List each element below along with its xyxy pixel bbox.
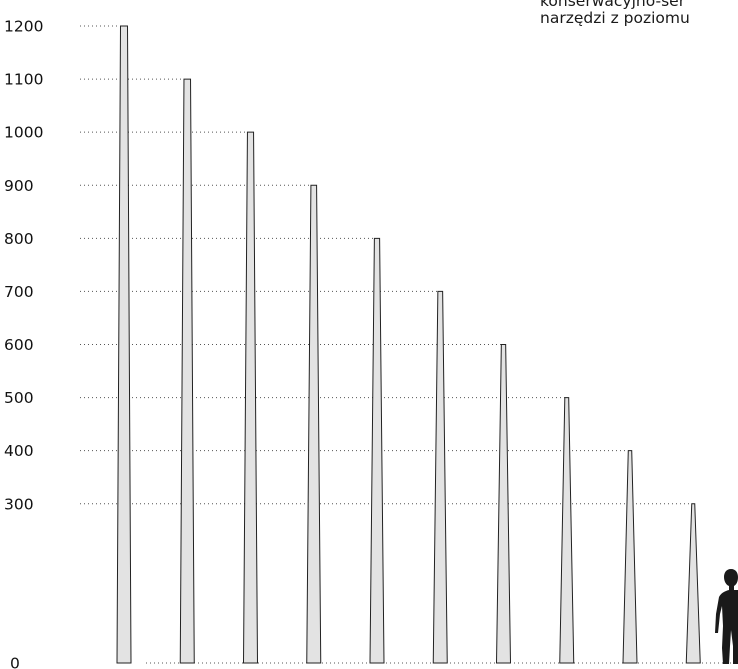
y-tick-labels: 1200 1100 1000 900 800 700 600 500 400 300 0	[4, 18, 43, 669]
height-column	[116, 25, 132, 664]
y-tick-label: 700	[4, 283, 34, 301]
y-tick-label: 500	[4, 389, 34, 407]
height-column	[685, 503, 701, 664]
y-tick-label: 600	[4, 336, 34, 354]
y-tick-label: 900	[4, 177, 34, 195]
y-tick-label: 400	[4, 442, 34, 460]
height-column	[432, 290, 448, 664]
human-figure-icon	[715, 569, 738, 664]
y-tick-label: 1200	[4, 18, 43, 36]
y-tick-label: 1100	[4, 71, 43, 89]
height-column	[242, 131, 259, 664]
y-tick-label: 0	[10, 655, 20, 669]
y-tick-label: 1000	[4, 124, 43, 142]
caption-line-2: narzędzi z poziomu	[540, 9, 690, 27]
columns	[116, 25, 701, 664]
caption-line-1: konserwacyjno-ser	[540, 0, 686, 10]
y-tick-label: 800	[4, 230, 34, 248]
height-column	[559, 397, 575, 664]
height-column	[495, 344, 512, 664]
height-column	[622, 450, 638, 664]
caption-text: konserwacyjno-ser narzędzi z poziomu	[540, 0, 690, 27]
height-column	[179, 78, 195, 664]
height-column	[306, 184, 322, 664]
leader-lines	[80, 25, 738, 664]
y-tick-label: 300	[4, 495, 34, 513]
height-column	[369, 237, 385, 664]
